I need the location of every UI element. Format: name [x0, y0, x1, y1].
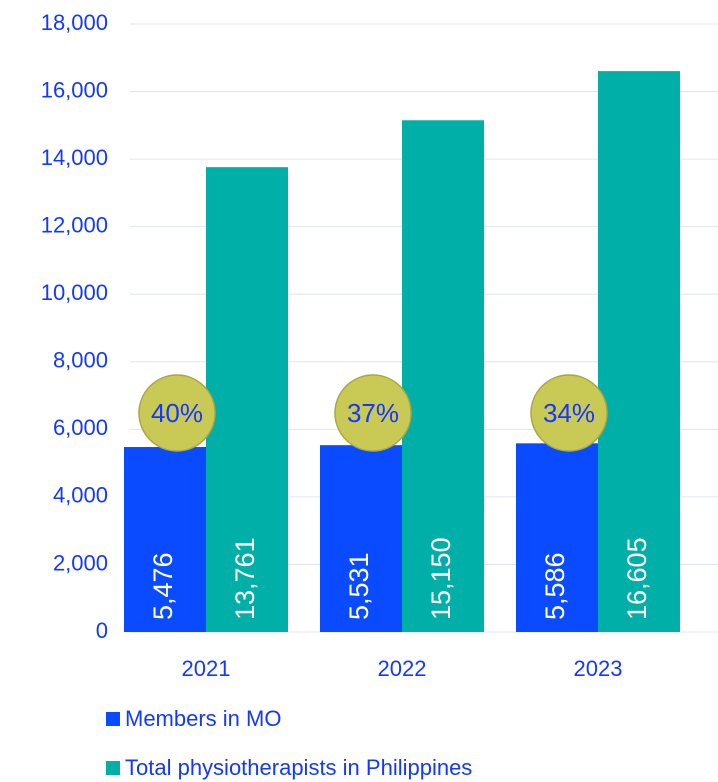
y-tick-label: 16,000	[41, 77, 108, 102]
data-label: 5,586	[540, 552, 570, 620]
data-label: 16,605	[622, 537, 652, 620]
bar	[320, 445, 402, 632]
legend-label: Members in MO	[125, 706, 281, 731]
data-label: 5,476	[148, 552, 178, 620]
x-tick-label: 2023	[574, 656, 623, 681]
annotation-circle	[138, 374, 216, 452]
legend-swatch	[106, 761, 120, 775]
bar	[402, 120, 484, 633]
y-tick-label: 14,000	[41, 145, 108, 170]
data-label: 15,150	[426, 537, 456, 620]
annotation: 37%	[347, 398, 399, 428]
data-label: 13,761	[230, 537, 260, 620]
y-tick-label: 4,000	[53, 483, 108, 508]
x-tick-label: 2021	[182, 656, 231, 681]
annotation-circle	[334, 374, 412, 452]
bar	[598, 71, 680, 633]
y-tick-label: 2,000	[53, 550, 108, 575]
bar	[516, 443, 598, 632]
bar	[124, 447, 206, 632]
annotation: 40%	[151, 398, 203, 428]
legend-swatch	[106, 712, 120, 726]
annotation: 34%	[543, 398, 595, 428]
y-tick-label: 18,000	[41, 10, 108, 35]
data-label: 5,531	[344, 552, 374, 620]
annotation-circle	[530, 374, 608, 452]
y-tick-label: 10,000	[41, 280, 108, 305]
y-tick-label: 0	[96, 618, 108, 643]
y-tick-label: 6,000	[53, 415, 108, 440]
bar	[206, 167, 288, 632]
y-tick-label: 8,000	[53, 348, 108, 373]
legend-label: Total physiotherapists in Philippines	[125, 755, 472, 780]
y-tick-label: 12,000	[41, 212, 108, 237]
x-tick-label: 2022	[378, 656, 427, 681]
